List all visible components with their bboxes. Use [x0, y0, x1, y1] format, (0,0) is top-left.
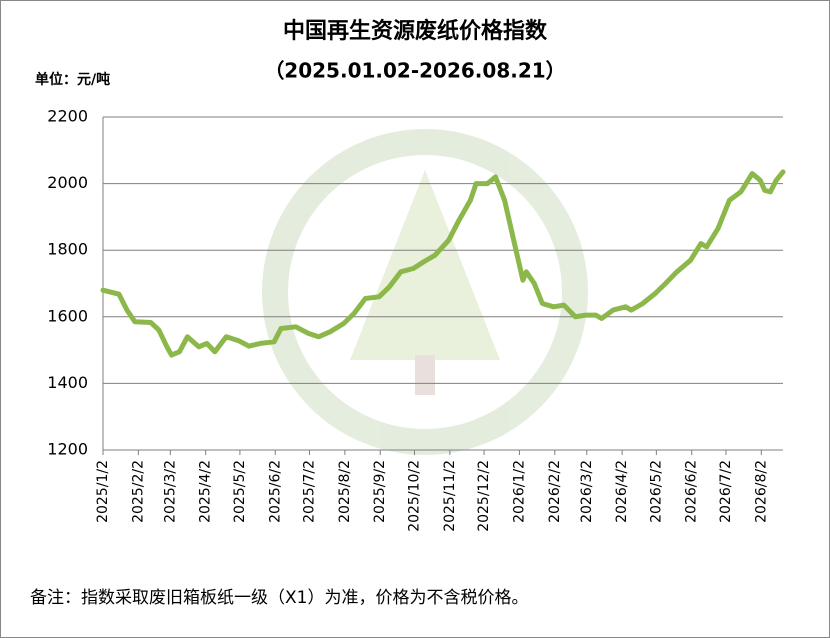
chart-title: 中国再生资源废纸价格指数 — [283, 18, 548, 44]
x-tick-label: 2025/3/2 — [162, 460, 178, 523]
x-tick-label: 2025/1/2 — [95, 460, 111, 523]
watermark — [262, 129, 588, 455]
y-unit: 单位：元/吨 — [35, 71, 110, 88]
x-tick-label: 2025/5/2 — [232, 460, 248, 523]
x-tick-label: 2025/9/2 — [372, 460, 388, 523]
line — [100, 169, 786, 358]
y-tick-label: 2200 — [47, 107, 88, 126]
x-tick-label: 2026/8/2 — [753, 460, 769, 523]
x-tick-label: 2025/8/2 — [337, 460, 353, 523]
x-tick-label: 2025/2/2 — [130, 460, 146, 523]
x-tick-label: 2025/6/2 — [267, 460, 283, 523]
y-tick-label: 1400 — [47, 373, 88, 392]
chart-subtitle: （2025.01.02-2026.08.21） — [264, 59, 565, 83]
y-tick-label: 2000 — [47, 173, 88, 192]
x-tick-label: 2026/5/2 — [648, 460, 664, 523]
x-tick-label: 2026/4/2 — [614, 460, 630, 523]
x-tick-label: 2025/12/2 — [476, 460, 492, 532]
x-tick-label: 2026/7/2 — [718, 460, 734, 523]
x-tick-label: 2025/10/2 — [406, 460, 422, 532]
x-tick-label: 2025/11/2 — [442, 460, 458, 532]
note: 备注：指数采取废旧箱板纸一级（X1）为准，价格为不含税价格。 — [30, 588, 528, 608]
x-tick-label: 2025/4/2 — [198, 460, 214, 523]
x-tick-label: 2026/1/2 — [511, 460, 527, 523]
y-tick-label: 1200 — [47, 440, 88, 459]
x-tick-label: 2025/7/2 — [302, 460, 318, 523]
x-tick-label: 2026/2/2 — [547, 460, 563, 523]
y-tick-label: 1800 — [47, 240, 88, 259]
y-tick-label: 1600 — [47, 306, 88, 325]
x-tick-label: 2026/3/2 — [579, 460, 595, 523]
x-tick-label: 2026/6/2 — [684, 460, 700, 523]
